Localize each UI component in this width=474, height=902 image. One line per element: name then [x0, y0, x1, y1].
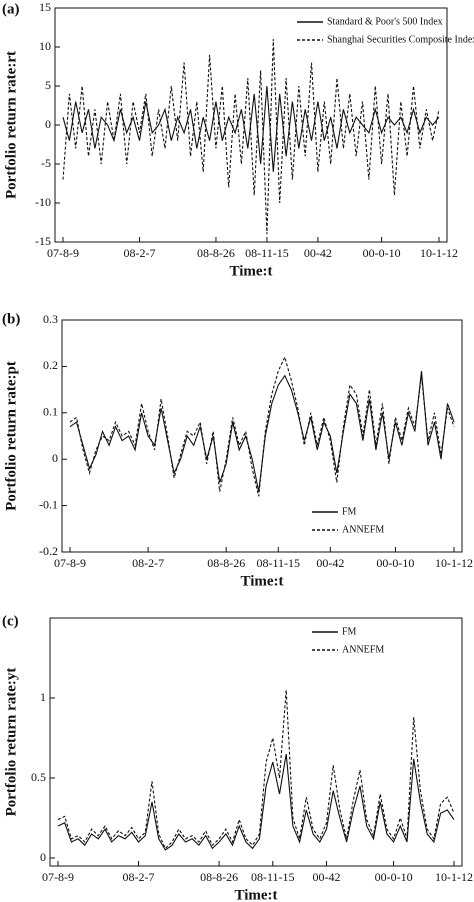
x-tick-label: 08-8-26 [200, 870, 238, 884]
x-tick-label: 10-1-12 [420, 246, 458, 260]
chart-panel: (b) Time:t Portfolio return rate:pt -0.2 -0.… [2, 311, 473, 589]
x-tick-label: 07-8-9 [54, 556, 86, 570]
x-tick-label: 00-42 [304, 246, 332, 260]
chart-panel: (c) Time:t Portfolio return rate:yt 0 0.5 1 07… [2, 613, 473, 902]
x-tick-label: 07-8-9 [42, 870, 74, 884]
y-tick-label: -0.2 [39, 544, 58, 558]
x-tick-label: 08-8-26 [207, 556, 245, 570]
series-line [62, 85, 440, 172]
legend-label: Shanghai Securities Composite Index [327, 34, 474, 45]
y-axis-label: Portfolio return rate:yt [3, 668, 19, 817]
plot-frame [49, 617, 463, 867]
x-tick-label: 00-0-10 [376, 556, 414, 570]
legend-label: FM [342, 506, 357, 517]
y-axis-label: Portfolio return rate:pt [3, 361, 19, 511]
y-tick-label: 0.2 [43, 358, 58, 372]
x-tick-label: 08-2-7 [123, 246, 155, 260]
x-axis-label: Time:t [240, 573, 283, 589]
panel-label: (a) [2, 1, 20, 17]
legend-label: FM [342, 626, 357, 637]
y-tick-label: -5 [41, 156, 51, 170]
series-line [69, 355, 455, 497]
y-tick-label: 0.1 [43, 405, 58, 419]
series-line [62, 39, 440, 235]
y-tick-label: 0.3 [43, 312, 58, 326]
x-tick-label: 10-1-12 [435, 870, 473, 884]
plot-frame [61, 319, 463, 553]
x-tick-label: 07-8-9 [47, 246, 79, 260]
chart-panel: (a) Time:t Portfolio return rate:rt -15 -10 -… [2, 0, 474, 279]
legend-label: ANNEFM [342, 524, 384, 535]
y-tick-label: 0 [45, 117, 51, 131]
y-tick-label: -0.1 [39, 497, 58, 511]
y-axis-label: Portfolio return rate:rt [3, 51, 19, 199]
y-tick-label: 5 [45, 78, 51, 92]
x-axis-label: Time:t [229, 263, 272, 279]
x-tick-label: 08-11-15 [245, 246, 289, 260]
x-tick-label: 00-0-10 [375, 870, 413, 884]
x-axis-label: Time:t [234, 887, 277, 902]
y-tick-label: 0 [40, 850, 46, 864]
y-tick-label: 0.5 [31, 770, 46, 784]
x-tick-label: 08-11-15 [251, 870, 295, 884]
panel-label: (b) [2, 311, 20, 327]
x-tick-label: 00-42 [316, 556, 344, 570]
series-line [69, 370, 455, 492]
x-tick-label: 08-8-26 [197, 246, 235, 260]
y-tick-label: -10 [35, 195, 51, 209]
series-line [57, 689, 455, 850]
x-tick-label: 00-0-10 [363, 246, 401, 260]
x-tick-label: 08-2-7 [123, 870, 155, 884]
y-tick-label: 10 [39, 39, 51, 53]
x-tick-label: 10-1-12 [435, 556, 473, 570]
legend-label: ANNEFM [342, 644, 384, 655]
y-tick-label: 1 [40, 690, 46, 704]
legend-label: Standard & Poor's 500 Index [327, 16, 443, 27]
x-tick-label: 08-11-15 [256, 556, 300, 570]
series-line [57, 753, 455, 851]
panel-label: (c) [2, 613, 19, 629]
y-tick-label: -15 [35, 234, 51, 248]
x-tick-label: 00-42 [312, 870, 340, 884]
x-tick-label: 08-2-7 [132, 556, 164, 570]
y-tick-label: 15 [39, 0, 51, 14]
y-tick-label: 0 [52, 451, 58, 465]
